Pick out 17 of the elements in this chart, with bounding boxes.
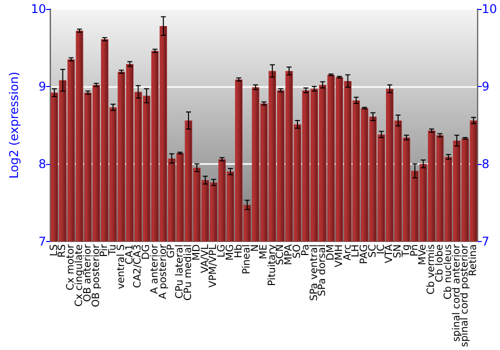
y-tick-label: 10 — [30, 2, 46, 16]
y-tick-label: 7 — [38, 234, 46, 248]
y2-tick-label: 7 — [482, 234, 490, 248]
y2-tick-label: 9 — [482, 79, 490, 94]
x-tick-label: Tg — [400, 244, 412, 258]
x-tick-label: ME — [258, 244, 270, 260]
y2-tick-label: 8 — [482, 156, 490, 171]
y-axis-title: Log2 (expression) — [7, 72, 21, 179]
x-tick-label: Pituitary — [266, 244, 278, 286]
y2-tick-label: 10 — [482, 2, 498, 16]
x-tick-label: Retina — [468, 244, 480, 276]
x-tick-label: OB posterior — [90, 243, 102, 308]
y-tick-label: 9 — [38, 79, 46, 94]
y-tick-label: 8 — [38, 156, 46, 171]
x-tick-label: A posterior — [158, 243, 169, 300]
x-tick-label: Pa — [300, 244, 312, 256]
x-tick-label: spinal cord posterior — [460, 243, 471, 348]
